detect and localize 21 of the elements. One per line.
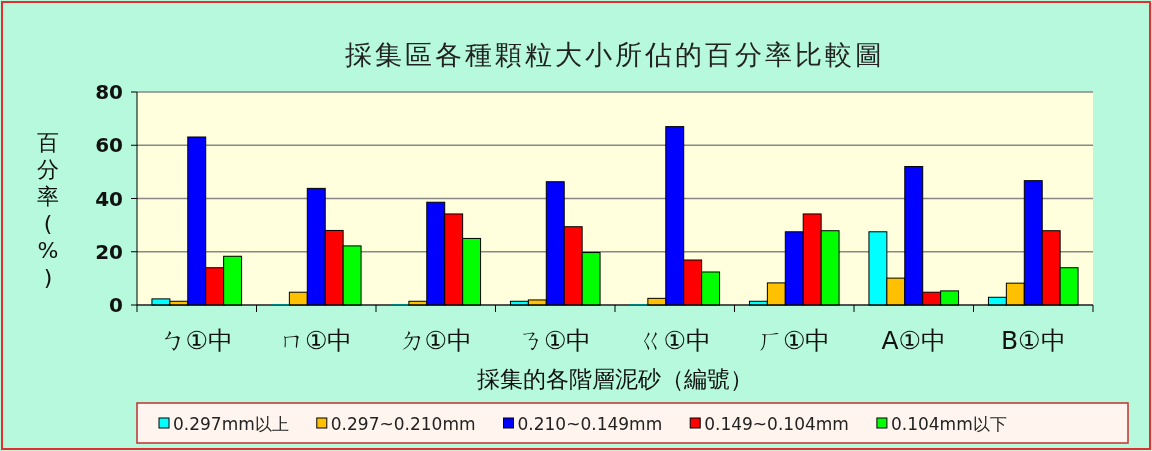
y-tick-label: 20 <box>95 239 123 264</box>
y-tick-label: 60 <box>95 133 123 158</box>
x-tick-label: B①中 <box>1000 326 1066 355</box>
legend-label: 0.297~0.210mm <box>330 414 476 434</box>
x-tick-label: ㄏ①中 <box>758 326 831 355</box>
x-tick-label: A①中 <box>881 326 947 355</box>
x-tick-label: ㄇ①中 <box>280 326 353 355</box>
x-axis-title: 採集的各階層泥砂（編號） <box>477 366 753 392</box>
y-tick-label: 0 <box>109 293 123 317</box>
legend-label: 0.104mm以下 <box>890 414 1007 434</box>
legend-label: 0.149~0.104mm <box>704 414 849 434</box>
x-tick-label: ㄅ①中 <box>160 326 233 355</box>
legend-label: 0.297mm以上 <box>173 414 289 434</box>
chart-title: 採集區各種顆粒大小所佔的百分率比較圖 <box>345 39 885 70</box>
x-tick-label: ㄍ①中 <box>638 326 711 355</box>
x-tick-label: ㄋ①中 <box>519 326 592 355</box>
legend-label: 0.210~0.149mm <box>517 414 663 434</box>
y-tick-label: 40 <box>95 186 123 211</box>
y-tick-label: 80 <box>95 80 123 104</box>
x-tick-label: ㄉ①中 <box>399 326 472 355</box>
y-axis-title: 百分率(%) <box>37 130 59 290</box>
